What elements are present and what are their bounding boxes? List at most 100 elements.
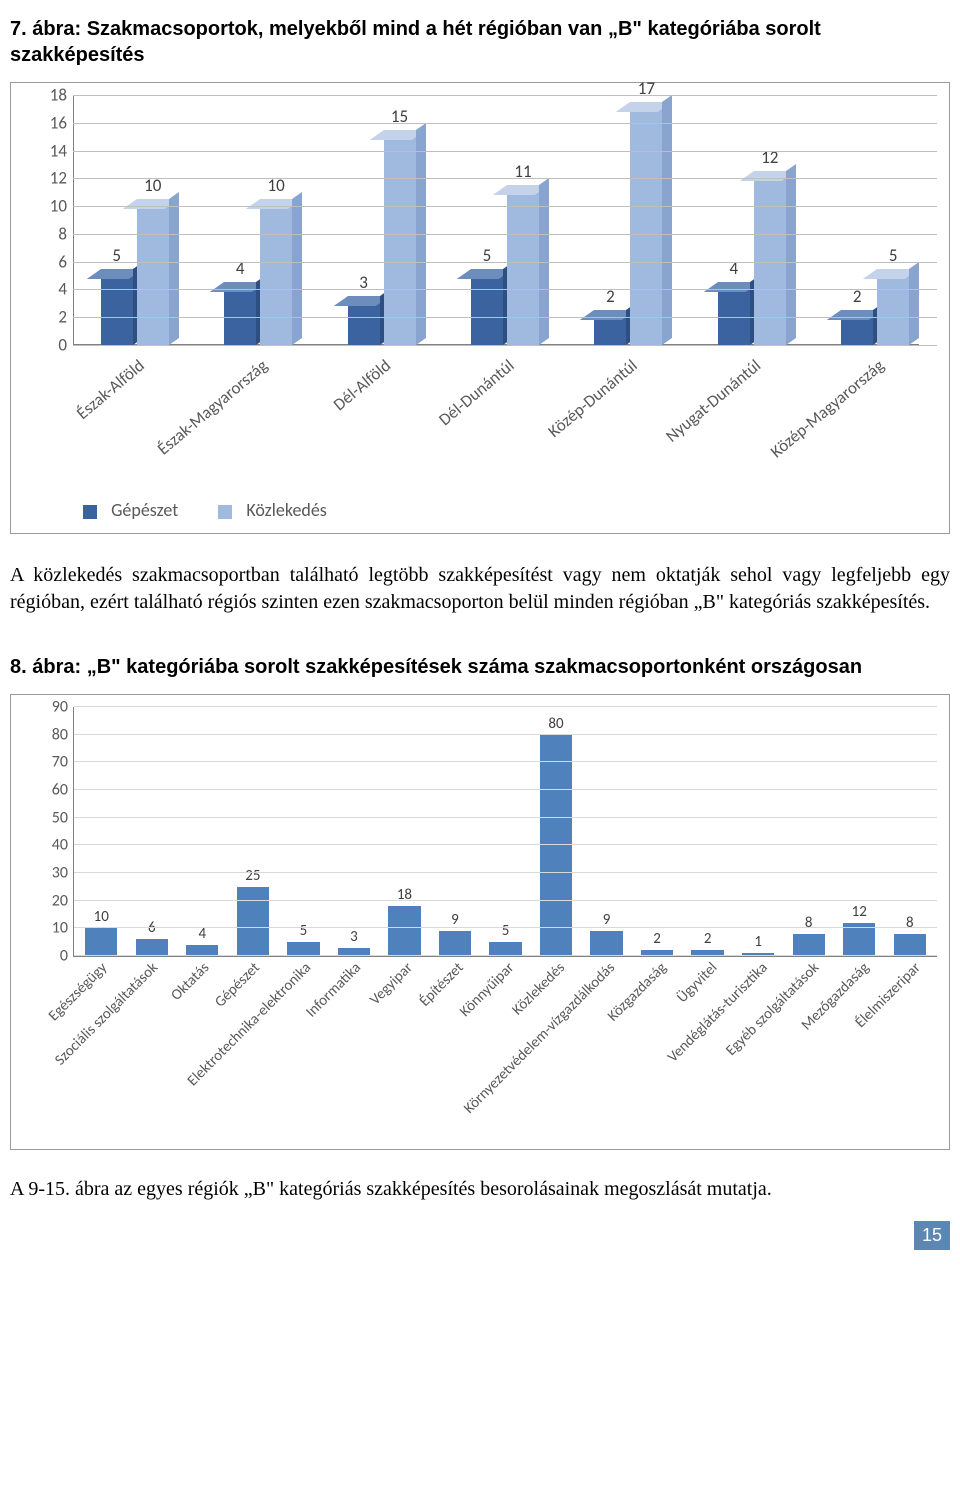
fig8-value-label: 1	[754, 933, 762, 951]
fig8-bar-column: 5	[278, 707, 329, 956]
fig7-ytick-label: 0	[33, 335, 67, 356]
fig8-bars: 1064255318958092218128	[74, 707, 937, 956]
fig8-plot-area: 1064255318958092218128 01020304050607080…	[73, 707, 937, 957]
fig8-value-label: 5	[300, 922, 308, 940]
fig8-bar: 8	[793, 934, 825, 956]
fig7-bar-group: 410	[196, 95, 319, 345]
fig8-value-label: 3	[350, 928, 358, 946]
fig7-legend-item-1: Gépészet	[83, 499, 178, 521]
fig8-value-label: 2	[653, 930, 661, 948]
fig7-legend-item-2: Közlekedés	[218, 499, 327, 521]
fig8-gridline	[74, 761, 937, 762]
fig8-bar-column: 5	[480, 707, 531, 956]
fig7-gridline	[73, 123, 937, 124]
fig7-ytick-label: 14	[33, 140, 67, 161]
page-number: 15	[914, 1221, 950, 1250]
fig8-value-label: 10	[94, 908, 109, 926]
paragraph-after-fig7: A közlekedés szakmacsoportban található …	[10, 562, 950, 616]
fig8-bar-column: 1	[733, 707, 784, 956]
fig8-chart: 1064255318958092218128 01020304050607080…	[23, 707, 937, 1137]
fig7-bar-group: 412	[690, 95, 813, 345]
fig8-bar-column: 12	[834, 707, 885, 956]
fig7-bar: 5	[877, 276, 909, 345]
fig7-ytick-label: 2	[33, 307, 67, 328]
fig7-gridline	[73, 234, 937, 235]
fig8-value-label: 6	[148, 919, 156, 937]
fig8-bar: 6	[136, 939, 168, 956]
fig7-bar: 3	[348, 303, 380, 345]
fig8-value-label: 12	[852, 903, 867, 921]
fig8-ytick-label: 0	[34, 947, 68, 966]
fig7-x-label: Észak-Alföld	[72, 355, 148, 424]
fig8-bar-column: 9	[581, 707, 632, 956]
fig7-bar: 5	[471, 276, 503, 345]
fig8-gridline	[74, 900, 937, 901]
fig8-bar-column: 8	[783, 707, 834, 956]
fig8-bar-column: 2	[632, 707, 683, 956]
fig7-gridline	[73, 95, 937, 96]
fig7-x-label: Dél-Alföld	[329, 355, 395, 415]
fig7-chart: 51041031551121741225 024681012141618 Ész…	[23, 95, 937, 521]
legend-label-kozlekedes: Közlekedés	[246, 499, 327, 521]
fig8-ytick-label: 60	[34, 781, 68, 800]
fig8-gridline	[74, 844, 937, 845]
fig7-plot-area: 51041031551121741225 024681012141618	[73, 95, 937, 345]
fig7-bar-group: 25	[814, 95, 937, 345]
fig8-bar-column: 4	[177, 707, 228, 956]
legend-swatch-gepeszet	[83, 505, 97, 519]
fig8-x-label: Oktatás	[167, 959, 213, 1005]
fig7-gridline	[73, 262, 937, 263]
fig7-ytick-label: 4	[33, 279, 67, 300]
fig8-bar: 18	[388, 906, 420, 956]
fig8-gridline	[74, 789, 937, 790]
fig8-bar-column: 10	[76, 707, 127, 956]
fig7-bar: 10	[137, 206, 169, 345]
fig7-bar-group: 511	[443, 95, 566, 345]
fig8-title: 8. ábra: „B" kategóriába sorolt szakképe…	[10, 654, 950, 680]
fig7-gridline	[73, 289, 937, 290]
fig8-value-label: 18	[397, 886, 412, 904]
fig7-ytick-label: 16	[33, 112, 67, 133]
fig7-gridline	[73, 151, 937, 152]
fig7-chart-frame: 51041031551121741225 024681012141618 Ész…	[10, 82, 950, 534]
fig8-bar-column: 3	[329, 707, 380, 956]
fig7-ytick-label: 10	[33, 196, 67, 217]
fig8-chart-frame: 1064255318958092218128 01020304050607080…	[10, 694, 950, 1150]
fig7-bar: 17	[630, 109, 662, 345]
fig8-bar-column: 18	[379, 707, 430, 956]
fig8-ytick-label: 30	[34, 864, 68, 883]
fig7-bar: 2	[841, 317, 873, 345]
fig7-bar: 11	[507, 192, 539, 345]
fig8-bar-column: 80	[531, 707, 582, 956]
fig7-gridline	[73, 206, 937, 207]
fig7-bar-groups: 51041031551121741225	[73, 95, 937, 345]
fig7-ytick-label: 6	[33, 251, 67, 272]
fig7-bar-group: 510	[73, 95, 196, 345]
fig8-bar: 5	[489, 942, 521, 956]
fig8-gridline	[74, 817, 937, 818]
fig7-bar: 2	[594, 317, 626, 345]
paragraph-after-fig8: A 9-15. ábra az egyes régiók „B" kategór…	[10, 1176, 950, 1203]
fig7-ytick-label: 8	[33, 223, 67, 244]
fig7-gridline	[73, 317, 937, 318]
fig8-value-label: 8	[906, 914, 914, 932]
fig8-gridline	[74, 734, 937, 735]
fig7-bar: 10	[260, 206, 292, 345]
fig7-bar: 5	[101, 276, 133, 345]
fig8-ytick-label: 70	[34, 753, 68, 772]
fig8-gridline	[74, 872, 937, 873]
fig8-bar-column: 25	[228, 707, 279, 956]
fig8-bar: 5	[287, 942, 319, 956]
fig7-gridline	[73, 345, 937, 346]
fig8-bar: 25	[237, 887, 269, 956]
fig8-bar-column: 9	[430, 707, 481, 956]
fig8-ytick-label: 90	[34, 698, 68, 717]
fig7-x-axis-labels: Észak-AlföldÉszak-MagyarországDél-Alföld…	[73, 355, 937, 495]
fig8-ytick-label: 10	[34, 919, 68, 938]
fig8-value-label: 5	[502, 922, 510, 940]
fig8-bar: 9	[439, 931, 471, 956]
fig8-value-label: 8	[805, 914, 813, 932]
fig7-bar-group: 217	[567, 95, 690, 345]
fig8-bar: 8	[894, 934, 926, 956]
fig7-bar-group: 315	[320, 95, 443, 345]
